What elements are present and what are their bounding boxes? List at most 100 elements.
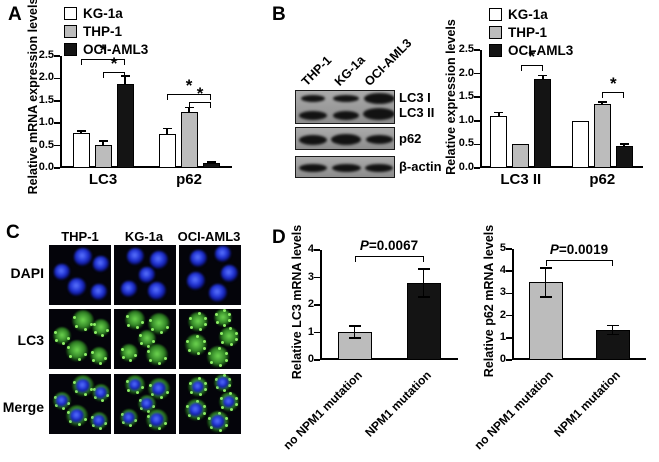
lc3-punctum — [222, 374, 226, 378]
lc3-punctum — [93, 396, 97, 400]
blot-box-0 — [295, 90, 395, 124]
blot-band — [333, 95, 359, 102]
bar-KG-1a — [158, 134, 176, 168]
nucleus-blob — [217, 377, 229, 389]
lc3-punctum — [223, 388, 227, 392]
legend-label: KG-1a — [508, 7, 548, 22]
lc3-punctum — [83, 417, 87, 421]
lc3-punctum — [157, 427, 161, 431]
lc3-punctum — [209, 361, 213, 365]
lc3-punctum — [134, 354, 138, 358]
lc3-punctum — [196, 417, 200, 421]
lc3-punctum — [159, 331, 163, 335]
panel-b-label: B — [272, 4, 286, 25]
lc3-punctum — [150, 328, 154, 332]
lc3-punctum — [190, 325, 194, 329]
blot-band-label-lc3ii: LC3 II — [399, 105, 435, 120]
error-bar-line — [623, 143, 626, 147]
nucleus-blob — [91, 284, 107, 300]
lc3-punctum — [89, 322, 93, 326]
lc3-punctum — [197, 312, 201, 316]
nucleus-blob — [73, 247, 93, 267]
lc3-punctum — [223, 323, 227, 327]
sig-bracket — [545, 260, 613, 267]
lc3-punctum — [218, 429, 222, 433]
y-tick-label: 0.5 — [38, 138, 54, 151]
lc3-punctum — [101, 333, 105, 337]
lc3-punctum — [91, 359, 95, 363]
micrograph-merge-col1 — [114, 374, 176, 434]
lc3-punctum — [228, 319, 232, 323]
blot-band — [331, 164, 361, 172]
nucleus-blob — [139, 267, 155, 283]
y-tick-label: 1.0 — [38, 116, 54, 129]
lc3-punctum — [68, 355, 72, 359]
nucleus-blob — [208, 283, 228, 303]
lc3-punctum — [135, 326, 139, 330]
lc3-punctum — [89, 387, 93, 391]
lc3-punctum — [83, 328, 87, 332]
micrograph-row-label-dapi: DAPI — [10, 265, 44, 281]
error-bar-cap — [538, 74, 548, 77]
legend-item: THP-1 — [489, 25, 573, 40]
error-bar-cap — [606, 324, 619, 327]
y-tick-label: 3 — [307, 270, 314, 283]
lc3-punctum — [121, 421, 125, 425]
lc3-punctum — [203, 382, 207, 386]
lc3-punctum — [99, 426, 103, 430]
sig-bracket — [81, 59, 125, 66]
lc3-punctum — [165, 325, 169, 329]
lc3-punctum — [54, 339, 58, 343]
blot-band — [299, 111, 327, 120]
lc3-punctum — [204, 323, 208, 327]
lc3-punctum — [83, 393, 87, 397]
lc3-punctum — [127, 323, 131, 327]
lc3-punctum — [53, 331, 57, 335]
nucleus-blob — [126, 247, 144, 265]
lc3-punctum — [152, 340, 156, 344]
lc3-punctum — [120, 348, 124, 352]
y-tick-label: 3 — [499, 286, 506, 299]
x-category-label: no NPM1 mutation — [471, 368, 556, 453]
nucleus-blob — [128, 378, 142, 392]
bar-OCI-AML3 — [615, 146, 633, 168]
y-tick-label: 4 — [307, 243, 314, 255]
nucleus-blob — [56, 395, 68, 407]
lc3-punctum — [163, 421, 167, 425]
lc3-punctum — [196, 334, 200, 338]
lc3-punctum — [53, 396, 57, 400]
lc3-punctum — [126, 380, 130, 384]
y-tick-mark — [314, 359, 320, 361]
bar-OCI-AML3 — [202, 163, 220, 168]
y-tick-label: 2.5 — [458, 43, 474, 55]
y-tick-mark — [506, 292, 512, 295]
lc3-punctum — [67, 410, 71, 414]
error-bar-line — [544, 267, 547, 297]
error-bar-cap — [417, 295, 430, 298]
lc3-punctum — [208, 351, 212, 355]
lc3-punctum — [126, 315, 130, 319]
sig-bracket — [354, 256, 424, 263]
nucleus-blob — [191, 380, 205, 394]
y-axis-label: Relative expression levels — [444, 19, 458, 175]
lc3-punctum — [104, 422, 108, 426]
lc3-punctum — [73, 380, 77, 384]
lc3-punctum — [198, 328, 202, 332]
blot-box-2 — [295, 156, 395, 178]
x-category-label: NPM1 mutation — [361, 368, 434, 440]
y-tick-label: 0.0 — [38, 161, 54, 173]
error-bar-line — [166, 128, 168, 135]
legend-item: OCI-AML3 — [489, 43, 573, 58]
y-tick-label: 1 — [499, 330, 506, 343]
lc3-punctum — [215, 386, 219, 390]
y-tick-mark — [54, 77, 60, 80]
x-category-label: NPM1 mutation — [550, 368, 623, 440]
nucleus-blob — [150, 413, 164, 427]
lc3-punctum — [187, 349, 191, 353]
lc3-punctum — [228, 378, 232, 382]
lc3-punctum — [150, 393, 154, 397]
lc3-punctum — [101, 398, 105, 402]
panel-a-label: A — [8, 4, 22, 25]
lc3-punctum — [189, 382, 193, 386]
y-tick-mark — [474, 143, 480, 146]
